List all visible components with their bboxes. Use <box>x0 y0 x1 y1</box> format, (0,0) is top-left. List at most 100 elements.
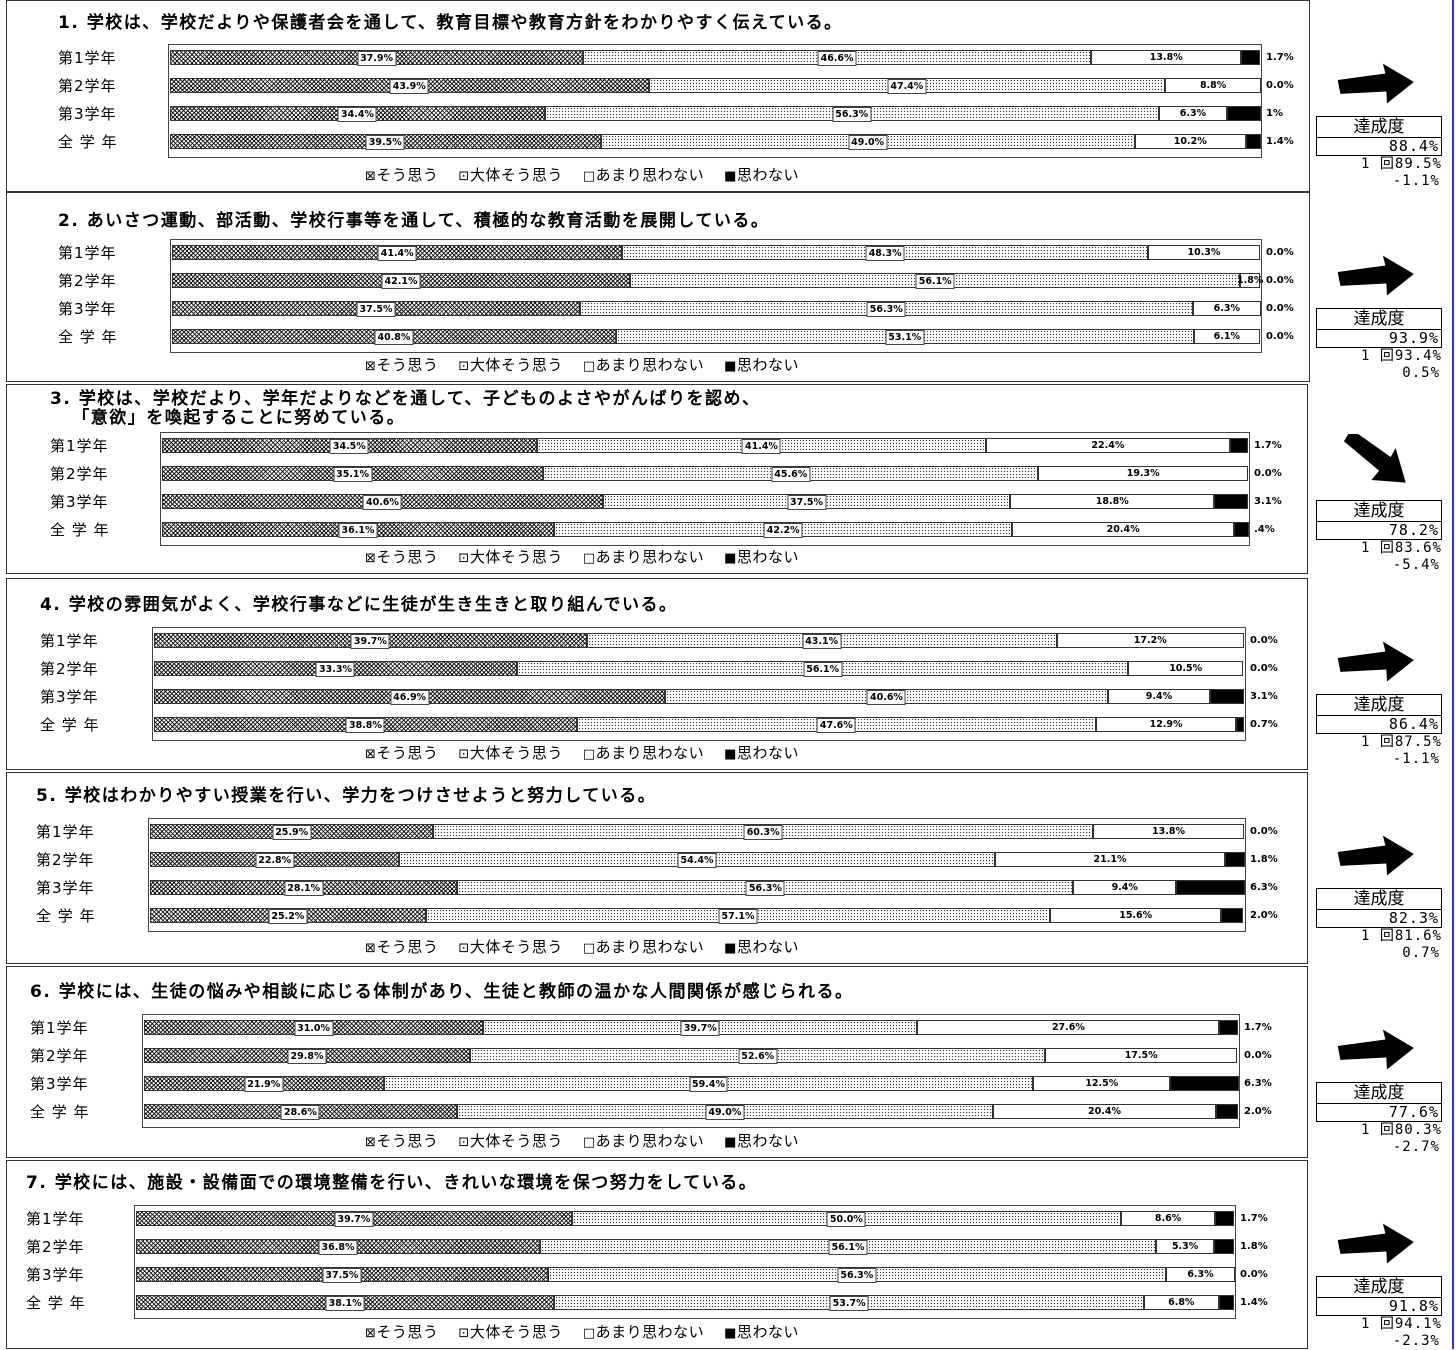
data-label: 19.3% <box>1126 468 1160 479</box>
data-label: 0.0% <box>1240 1269 1268 1280</box>
difference-value: 0.7% <box>1402 945 1440 961</box>
data-label: 27.6% <box>1051 1022 1085 1033</box>
plot-area <box>160 432 1250 546</box>
data-label: 49.0% <box>705 1105 745 1120</box>
bar-segment-mostly-disagree <box>1091 50 1242 65</box>
achievement-label: 達成度 <box>1316 308 1442 329</box>
row-label: 第1学年 <box>58 49 117 67</box>
arrow-right-icon <box>1337 63 1414 104</box>
data-label: 5.3% <box>1171 1241 1199 1252</box>
arrow-right-icon <box>1337 835 1414 876</box>
stacked-bar: 28.6% 49.0% 20.4% 2.0% <box>144 1104 1272 1120</box>
legend-item: □あまり思わない <box>583 1323 704 1341</box>
bar-segment-mostly-disagree <box>986 438 1230 453</box>
data-label: 1.7% <box>1244 1022 1272 1033</box>
data-label: 60.3% <box>743 825 783 840</box>
legend-marker-icon: ⊡ <box>458 551 470 566</box>
bar-segment-mostly-disagree <box>1093 824 1244 839</box>
bar-segment-disagree <box>1241 50 1260 65</box>
bar-segment-mostly-disagree <box>1107 689 1211 704</box>
row-label: 第1学年 <box>36 823 95 841</box>
row-label: 第1学年 <box>26 1210 85 1228</box>
stacked-bar: 39.7% 50.0% 8.6% 1.7% <box>136 1211 1268 1227</box>
data-label: 42.2% <box>763 523 803 538</box>
stacked-bar: 37.9% 46.6% 13.8% 1.7% <box>170 50 1294 66</box>
data-label: 45.6% <box>771 467 811 482</box>
data-label: 9.4% <box>1111 882 1138 893</box>
data-label: 1.4% <box>1266 136 1294 147</box>
data-label: 13.8% <box>1152 826 1185 837</box>
bar-segment-mostly-disagree <box>1073 880 1177 895</box>
data-label: 54.4% <box>677 853 717 868</box>
bar-segment-mostly-disagree <box>1045 1048 1237 1063</box>
legend-label: 思わない <box>736 356 799 374</box>
achievement-label: 達成度 <box>1316 116 1442 137</box>
data-label: 8.8% <box>1199 80 1227 91</box>
arrow-right-icon <box>1337 1223 1414 1264</box>
chart-title: 6. 学校には、生徒の悩みや相談に応じる体制があり、生徒と教師の温かな人間関係が… <box>30 982 854 1002</box>
data-label: 56.1% <box>828 1240 868 1255</box>
plot-area <box>170 239 1262 353</box>
legend-item: □あまり思わない <box>583 938 704 956</box>
data-label: 22.4% <box>1091 440 1125 451</box>
data-label: 10.5% <box>1169 663 1203 674</box>
data-label: 52.6% <box>738 1049 778 1064</box>
row-label: 第2学年 <box>26 1238 85 1256</box>
data-label: 12.5% <box>1085 1078 1119 1089</box>
stacked-bar: 38.8% 47.6% 12.9% 0.7% <box>154 717 1278 733</box>
arrow-right-icon <box>1337 641 1414 682</box>
data-label: 36.1% <box>338 523 378 538</box>
data-label: 56.3% <box>866 302 906 317</box>
row-label: 第3学年 <box>50 493 109 511</box>
legend-label: あまり思わない <box>595 548 705 566</box>
legend-item: ⊡大体そう思う <box>458 938 562 956</box>
legend-marker-icon: ⊠ <box>365 747 377 762</box>
data-label: 43.1% <box>802 634 842 649</box>
legend-marker-icon: ■ <box>724 1326 737 1341</box>
legend-marker-icon: ⊡ <box>458 747 470 762</box>
legend-marker-icon: ⊠ <box>365 359 377 374</box>
data-label: 28.1% <box>284 881 324 896</box>
legend-label: あまり思わない <box>595 938 705 956</box>
data-label: 48.3% <box>865 246 905 261</box>
legend-marker-icon: □ <box>582 359 596 374</box>
stacked-bar: 37.5% 56.3% 6.3% 0.0% <box>172 301 1294 317</box>
achievement-box: 達成度 93.9% 1 回93.4% 0.5% <box>1316 308 1442 382</box>
data-label: 17.2% <box>1133 635 1167 646</box>
row-label: 第2学年 <box>58 77 117 95</box>
stacked-bar: 36.8% 56.1% 5.3% 1.8% <box>136 1239 1268 1255</box>
data-label: 25.2% <box>268 909 308 924</box>
legend-item: ■思わない <box>724 744 799 762</box>
data-label: 56.1% <box>803 662 843 677</box>
data-label: 39.7% <box>680 1021 720 1036</box>
data-label: 56.3% <box>745 881 785 896</box>
legend-marker-icon: □ <box>582 169 596 184</box>
legend-marker-icon: □ <box>582 1326 596 1341</box>
bar-segment-disagree <box>1229 438 1248 453</box>
bar-segment-disagree <box>1170 1076 1240 1091</box>
bar-segment-mostly-disagree <box>1192 301 1262 316</box>
data-label: 34.4% <box>337 107 377 122</box>
stacked-bar: 31.0% 39.7% 27.6% 1.7% <box>144 1020 1272 1036</box>
previous-value: 1 回93.4% <box>1360 348 1442 364</box>
data-label: 21.1% <box>1093 854 1127 865</box>
row-label: 第2学年 <box>30 1047 89 1065</box>
bar-segment-mostly-disagree <box>1147 245 1260 260</box>
data-label: 1.7% <box>1254 440 1282 451</box>
legend-label: 大体そう思う <box>469 938 563 956</box>
data-label: 1% <box>1266 108 1283 119</box>
data-label: 6.3% <box>1244 1078 1272 1089</box>
legend-item: ■思わない <box>724 1132 799 1150</box>
data-label: .4% <box>1254 524 1275 535</box>
bar-segment-mostly-disagree <box>1010 494 1215 509</box>
legend-label: そう思う <box>376 744 439 762</box>
legend-label: そう思う <box>376 1323 439 1341</box>
data-label: 2.0% <box>1250 910 1278 921</box>
legend-item: □あまり思わない <box>583 166 704 184</box>
data-label: 21.9% <box>244 1077 284 1092</box>
legend-label: そう思う <box>376 548 439 566</box>
legend-label: 思わない <box>736 1323 799 1341</box>
data-label: 0.0% <box>1266 247 1294 258</box>
data-label: 0.0% <box>1266 331 1294 342</box>
data-label: 59.4% <box>689 1077 728 1092</box>
